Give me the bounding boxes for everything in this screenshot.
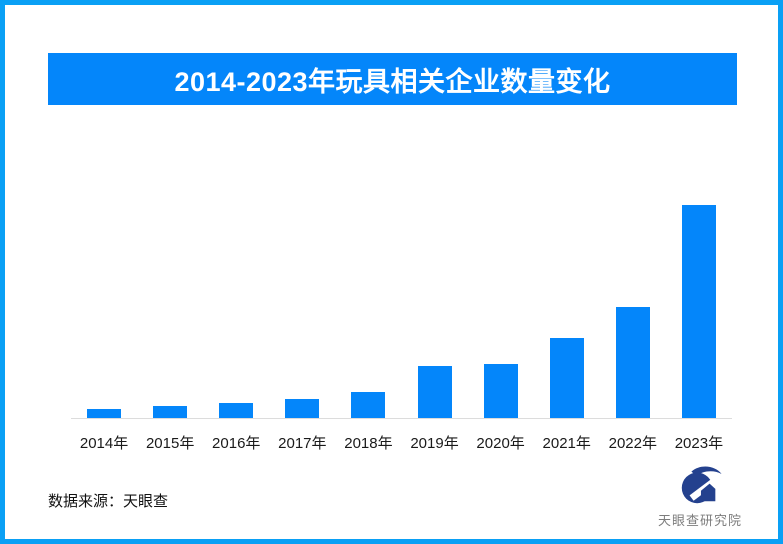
bar-2014年 (87, 409, 122, 418)
x-axis-labels: 2014年 2015年 2016年 2017年 2018年 2019年 2020年 2021年… (71, 432, 732, 453)
bar-column-2019年 (401, 105, 467, 418)
bar-2015年 (153, 406, 188, 418)
bar-column-2018年 (335, 105, 401, 418)
tianyancha-logo: 天眼查研究院 (650, 462, 750, 529)
x-tick-label-2022年: 2022年 (608, 435, 657, 452)
logo-text: 天眼查研究院 (657, 513, 742, 528)
x-tick-label-2015年: 2015年 (145, 435, 195, 452)
bar-2020年 (483, 364, 518, 418)
x-tick-label-2023年: 2023年 (674, 435, 724, 452)
bar-column-2020年 (468, 105, 534, 418)
bar-column-2017年 (269, 105, 335, 418)
x-tick-label-2019年: 2019年 (410, 435, 459, 452)
data-source-text: 数据来源：天眼查 (48, 493, 169, 510)
x-axis-line (71, 418, 732, 419)
bar-column-2016年 (203, 105, 269, 418)
bar-column-2023年 (666, 105, 732, 418)
bar-2017年 (285, 399, 320, 418)
bar-2016年 (219, 403, 254, 418)
bar-column-2014年 (71, 105, 137, 418)
x-tick-label-2021年: 2021年 (542, 435, 591, 452)
bar-column-2022年 (600, 105, 666, 418)
x-tick-label-2018年: 2018年 (344, 435, 393, 452)
bar-2019年 (417, 366, 452, 418)
bar-column-2015年 (137, 105, 203, 418)
bar-2021年 (549, 338, 584, 418)
x-tick-label-2014年: 2014年 (79, 435, 129, 452)
x-tick-label-2017年: 2017年 (278, 435, 327, 452)
plot-area (71, 105, 732, 418)
bar-2018年 (351, 392, 386, 418)
x-tick-label-2016年: 2016年 (212, 435, 261, 452)
title-banner: 2014-2023年玩具相关企业数量变化 (48, 53, 737, 105)
x-tick-label-2020年: 2020年 (476, 435, 525, 452)
tianyancha-logo-icon (681, 466, 723, 504)
bar-2022年 (615, 307, 650, 418)
bar-2023年 (681, 205, 716, 418)
bar-column-2021年 (534, 105, 600, 418)
page-title: 2014-2023年玩具相关企业数量变化 (174, 66, 611, 97)
